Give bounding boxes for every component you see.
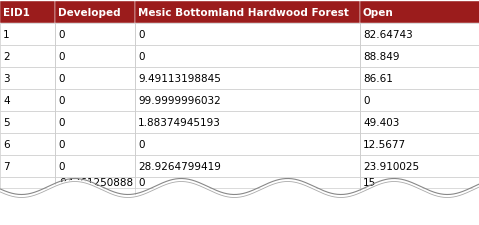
Text: 28.9264799419: 28.9264799419: [138, 161, 221, 171]
Text: 0: 0: [58, 52, 65, 62]
Bar: [0, 24, 55, 46]
Bar: [135, 177, 360, 188]
Bar: [135, 24, 360, 46]
Text: 0: 0: [58, 74, 65, 84]
Text: 0: 0: [363, 96, 369, 106]
Bar: [360, 2, 479, 24]
Text: EID1: EID1: [3, 8, 30, 18]
Bar: [0, 90, 55, 112]
Text: 9.49113198845: 9.49113198845: [138, 74, 221, 84]
Text: 6: 6: [3, 139, 10, 149]
Bar: [135, 155, 360, 177]
Bar: [0, 112, 55, 133]
Text: 7: 7: [3, 161, 10, 171]
Text: 4: 4: [3, 96, 10, 106]
Bar: [360, 24, 479, 46]
Text: 5: 5: [3, 117, 10, 127]
Bar: [360, 177, 479, 188]
Bar: [55, 46, 135, 68]
Text: 0: 0: [58, 30, 65, 40]
Text: 0: 0: [138, 139, 145, 149]
Text: 99.9999996032: 99.9999996032: [138, 96, 221, 106]
Bar: [0, 155, 55, 177]
Bar: [55, 24, 135, 46]
Text: 15: 15: [363, 178, 376, 188]
Bar: [360, 133, 479, 155]
Text: Mesic Bottomland Hardwood Forest: Mesic Bottomland Hardwood Forest: [138, 8, 349, 18]
Bar: [55, 112, 135, 133]
Bar: [0, 133, 55, 155]
Bar: [55, 90, 135, 112]
Bar: [135, 133, 360, 155]
Bar: [135, 2, 360, 24]
Bar: [135, 112, 360, 133]
Text: 86.61: 86.61: [363, 74, 393, 84]
Bar: [0, 2, 55, 24]
Text: Open: Open: [363, 8, 394, 18]
Text: 0: 0: [138, 178, 145, 188]
Text: 12.5677: 12.5677: [363, 139, 406, 149]
Text: 3: 3: [3, 74, 10, 84]
Bar: [135, 68, 360, 90]
Bar: [55, 177, 135, 188]
Bar: [360, 68, 479, 90]
Text: 88.849: 88.849: [363, 52, 399, 62]
Bar: [360, 112, 479, 133]
Text: Developed: Developed: [58, 8, 121, 18]
Bar: [360, 46, 479, 68]
Bar: [55, 155, 135, 177]
Text: 0: 0: [138, 30, 145, 40]
Bar: [360, 90, 479, 112]
Text: 23.910025: 23.910025: [363, 161, 419, 171]
Text: 1.88374945193: 1.88374945193: [138, 117, 221, 127]
Bar: [360, 155, 479, 177]
Text: 0: 0: [58, 139, 65, 149]
Text: 49.403: 49.403: [363, 117, 399, 127]
Bar: [0, 46, 55, 68]
Bar: [0, 177, 55, 188]
Text: 0: 0: [138, 52, 145, 62]
Bar: [55, 2, 135, 24]
Bar: [0, 68, 55, 90]
Text: 0: 0: [58, 96, 65, 106]
Text: 1: 1: [3, 30, 10, 40]
Text: 82.64743: 82.64743: [363, 30, 413, 40]
Text: 2: 2: [3, 52, 10, 62]
Text: 0: 0: [58, 117, 65, 127]
Bar: [135, 46, 360, 68]
Bar: [135, 90, 360, 112]
Bar: [55, 133, 135, 155]
Bar: [55, 68, 135, 90]
Text: 0: 0: [58, 161, 65, 171]
Text: .94361250888: .94361250888: [58, 178, 134, 188]
